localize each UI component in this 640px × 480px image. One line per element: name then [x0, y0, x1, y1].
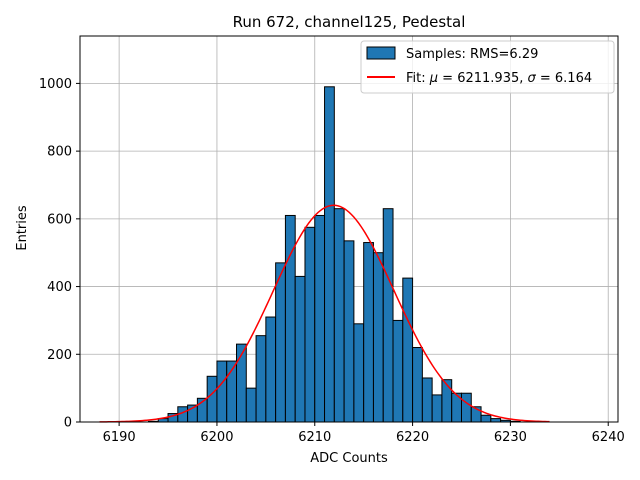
- legend-fit-mu-value: = 6211.935,: [438, 71, 527, 86]
- chart-title: Run 672, channel125, Pedestal: [233, 13, 466, 31]
- legend-box: [360, 40, 615, 94]
- histogram-bar: [265, 316, 277, 423]
- histogram-bar: [490, 418, 502, 423]
- x-axis-label: ADC Counts: [310, 451, 388, 466]
- histogram-bar: [294, 275, 306, 423]
- x-tick-label: 6230: [494, 430, 527, 445]
- legend-samples-swatch: [366, 46, 396, 60]
- plot-frame: [79, 35, 619, 423]
- x-axis-ticks: 6190 6200 6210 6220 6230 6240: [103, 422, 625, 445]
- histogram-bar: [353, 323, 365, 423]
- histogram-bar: [382, 208, 394, 423]
- histogram-bar: [333, 208, 345, 423]
- x-tick-label: 6240: [592, 430, 625, 445]
- histogram-bar: [324, 86, 335, 423]
- histogram-bar: [216, 360, 228, 423]
- histogram-bar: [421, 377, 433, 423]
- y-axis-label: Entries: [15, 205, 30, 251]
- legend-fit-mu-symbol: μ: [429, 71, 438, 86]
- histogram-bar: [275, 262, 286, 423]
- histogram-bar: [255, 335, 267, 423]
- legend-samples-label: Samples: RMS=6.29: [406, 47, 538, 62]
- y-tick-label: 0: [64, 416, 72, 431]
- histogram-bar: [402, 277, 414, 423]
- x-tick-label: 6200: [200, 430, 233, 445]
- histogram-bar: [460, 392, 472, 423]
- legend-fit-label: Fit: μ = 6211.935, σ = 6.164: [406, 71, 592, 86]
- legend-fit-sigma-symbol: σ: [528, 71, 537, 86]
- y-tick-label: 400: [47, 280, 72, 295]
- y-tick-label: 200: [47, 348, 72, 363]
- histogram-bars: [147, 86, 521, 423]
- x-tick-label: 6210: [298, 430, 331, 445]
- y-axis-ticks: 0 200 400 600 800 1000: [39, 77, 80, 431]
- histogram-bar: [314, 214, 326, 423]
- legend-fit-sigma-value: = 6.164: [536, 71, 592, 86]
- legend-fit-prefix: Fit:: [406, 71, 430, 86]
- y-tick-label: 1000: [39, 77, 72, 92]
- histogram-bar: [343, 240, 355, 423]
- histogram-bar: [206, 375, 218, 423]
- x-tick-label: 6220: [396, 430, 429, 445]
- y-tick-label: 600: [47, 212, 72, 227]
- histogram-bar: [304, 226, 316, 423]
- histogram-bar: [431, 394, 443, 423]
- histogram-bar: [412, 347, 423, 423]
- histogram-bar: [363, 242, 374, 423]
- histogram-bar: [392, 319, 404, 423]
- histogram-bar: [372, 252, 384, 423]
- histogram-bar: [441, 379, 453, 423]
- legend: Samples: RMS=6.29 Fit: μ = 6211.935, σ =…: [360, 40, 615, 94]
- gaussian-fit-line: [99, 204, 550, 423]
- y-tick-label: 800: [47, 145, 72, 160]
- histogram-bar: [245, 387, 257, 423]
- x-tick-label: 6190: [103, 430, 136, 445]
- histogram-bar: [480, 414, 492, 423]
